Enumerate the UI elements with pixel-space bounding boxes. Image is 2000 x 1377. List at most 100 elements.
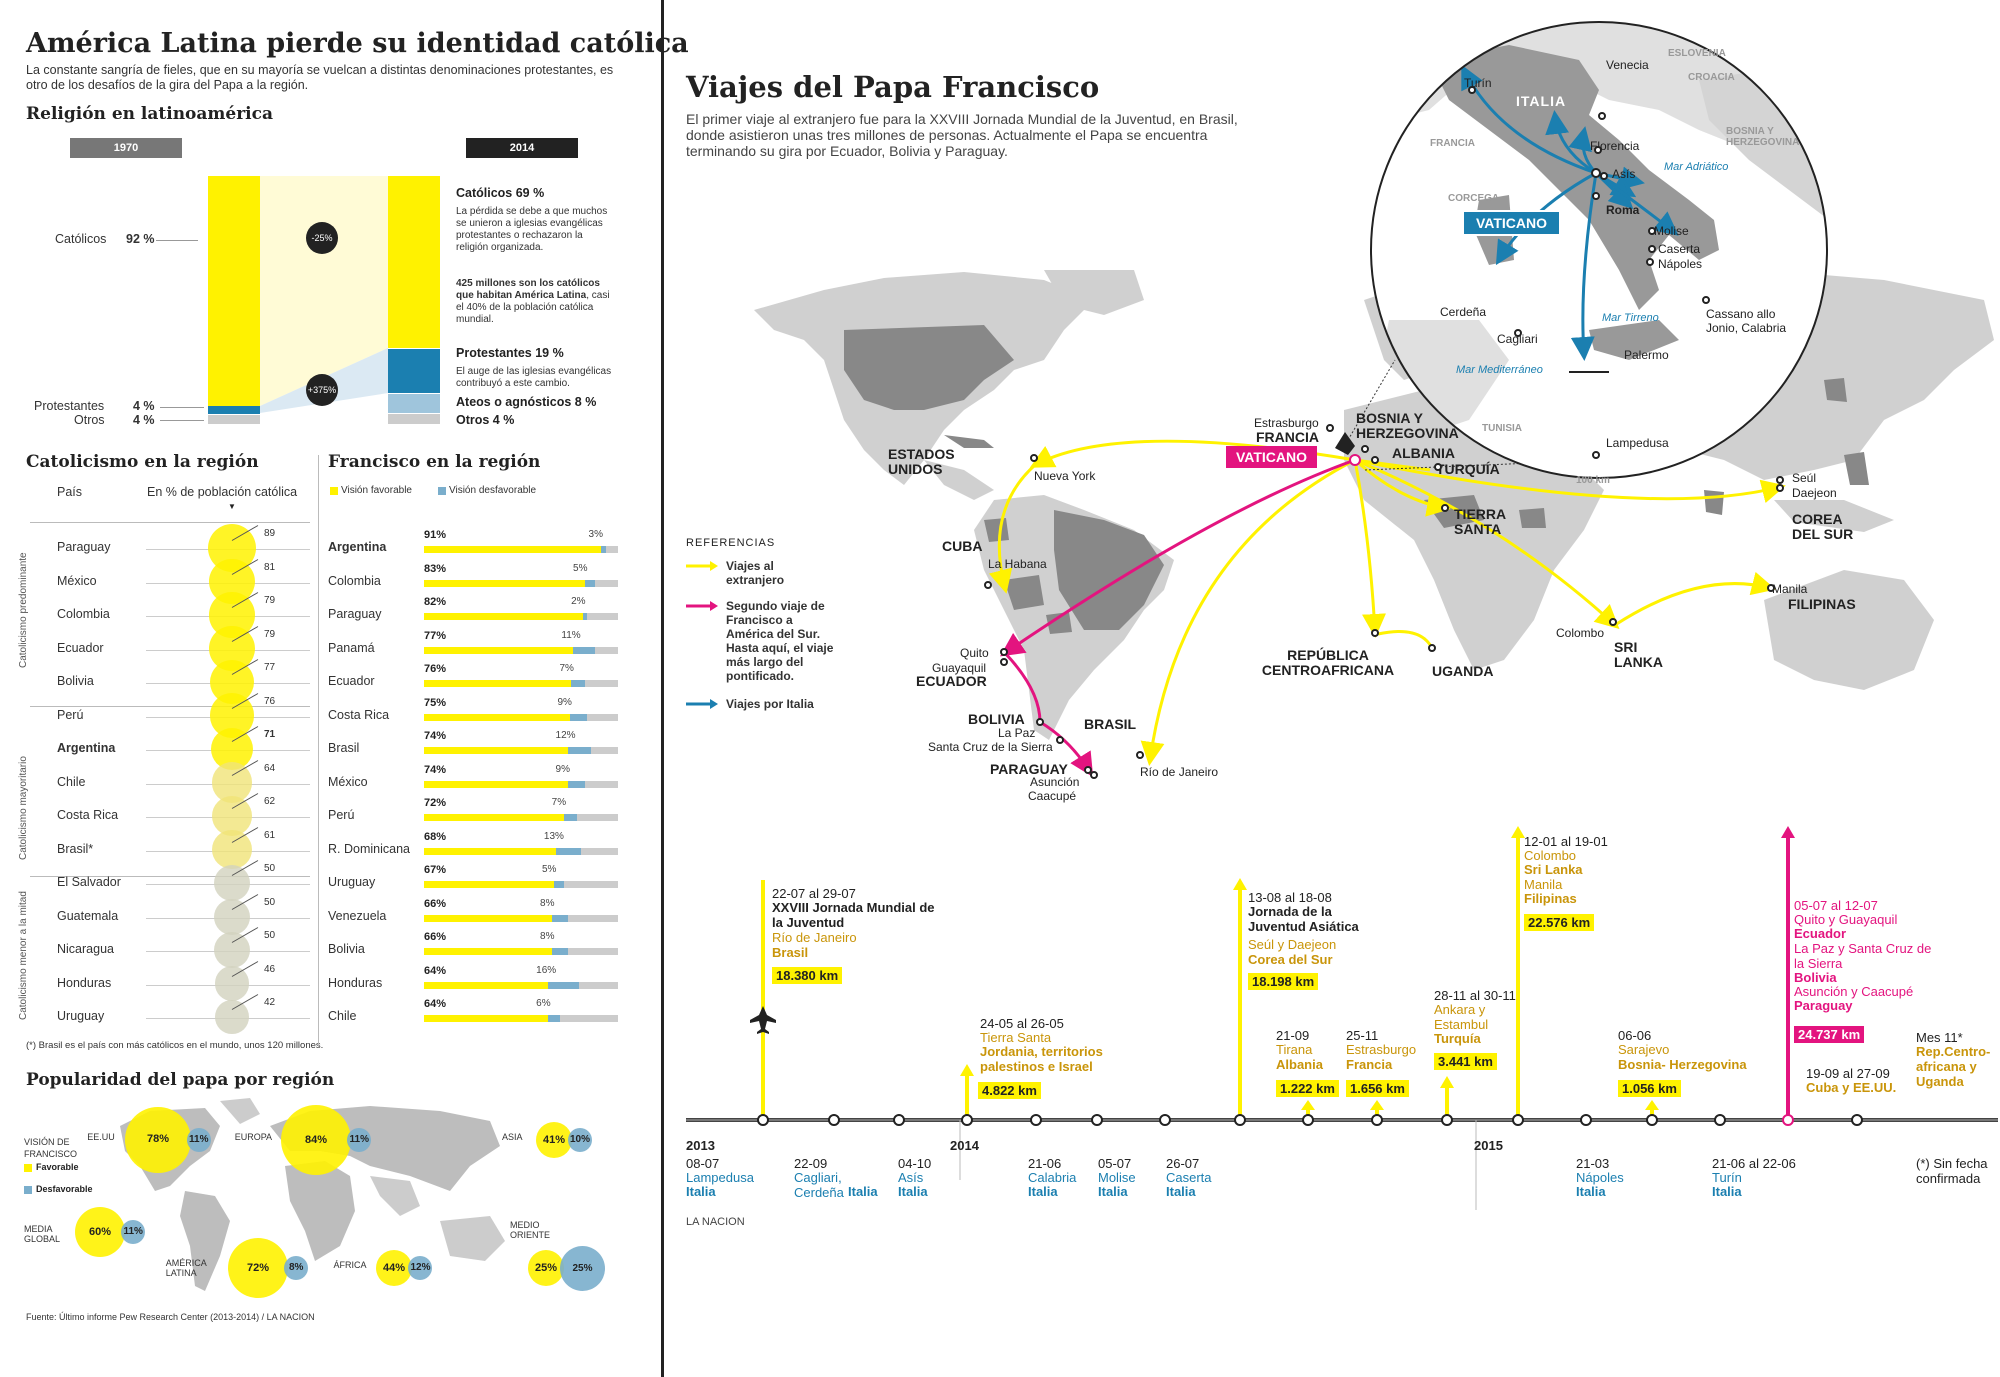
fav-fill [424, 780, 568, 788]
fav-fill [424, 747, 568, 754]
timeline-dot [1302, 1114, 1314, 1126]
fran-country: Venezuela [328, 908, 387, 923]
vaticano-tag: VATICANO [1226, 446, 1318, 468]
timeline-text: Manila [1524, 877, 1563, 892]
map-label: Estrasburgo [1254, 416, 1319, 430]
region-label: MEDIO ORIENTE [510, 1220, 551, 1240]
map-label: La Paz [998, 726, 1036, 740]
prot19-note: El auge de las iglesias evangélicas cont… [456, 366, 612, 389]
fran-country: Panamá [328, 640, 375, 655]
map-dot [1776, 476, 1784, 484]
unf-value: 11% [561, 629, 581, 641]
region-label: ÁFRICA [333, 1260, 367, 1270]
pop-title: Popularidad del papa por región [26, 1070, 335, 1090]
timeline-dot [1371, 1114, 1383, 1126]
fav-value: 66% [424, 931, 447, 943]
italy-dot [1648, 227, 1656, 235]
fran-country: Ecuador [328, 674, 375, 688]
timeline-dot [893, 1114, 905, 1126]
country-name: Ecuador [57, 640, 104, 655]
timeline-text: 22-07 al 29-07 [772, 886, 856, 901]
unf-fill [552, 914, 568, 922]
unf-value: 13% [543, 830, 564, 842]
drop-badge: -25% [306, 222, 338, 254]
unf-value: 5% [541, 864, 557, 875]
km-tag: 4.822 km [978, 1082, 1041, 1099]
col-pais: País [57, 485, 83, 499]
route-rio [1140, 458, 1356, 766]
timeline-text: 22-09 [794, 1156, 828, 1171]
fav-bar [424, 646, 618, 654]
footnote: (*) Brasil es el país con más católicos … [26, 1040, 324, 1051]
map-dot [1441, 504, 1449, 512]
italy-label: Mar Tirreno [1602, 312, 1659, 324]
timeline-text: 26-07 [1166, 1156, 1200, 1171]
timeline-text: Francia [1346, 1057, 1393, 1072]
unf-fill [571, 680, 586, 687]
fav-fill [424, 914, 553, 922]
map-label: Guayaquil [932, 661, 987, 675]
fav-bar [424, 579, 618, 587]
timeline-text: Mes 11* [1916, 1030, 1963, 1045]
km-tag: 1.656 km [1346, 1080, 1409, 1097]
timeline-dot [828, 1114, 840, 1126]
map-label: Quito [960, 646, 989, 660]
unf-bubble: 12% [408, 1256, 433, 1280]
country-value: 77 [264, 662, 276, 673]
timeline-text: Sri Lanka [1524, 862, 1583, 877]
italy-label: Palermo [1624, 348, 1669, 362]
map-dot [1030, 454, 1038, 462]
fav-value: 83% [424, 562, 447, 575]
timeline-text: Asunción y Caacupé [1794, 984, 1914, 999]
map-dot [1000, 658, 1008, 666]
timeline-text: Italia [1166, 1184, 1196, 1199]
map-label: Nueva York [1034, 469, 1096, 483]
italy-label: Cagliari [1497, 332, 1538, 346]
country-value: 50 [264, 930, 276, 941]
unf-value: 12% [555, 730, 576, 741]
timeline-text: Caserta [1166, 1170, 1212, 1185]
unf-value: 9% [557, 696, 572, 708]
fav-value: 64% [424, 998, 447, 1010]
ref3: Viajes por Italia [726, 697, 814, 711]
fav-value: 74% [424, 763, 447, 776]
fran-country: México [328, 774, 368, 789]
country-name: Brasil* [57, 841, 94, 856]
country-value: 89 [264, 528, 276, 539]
fav-value: 72% [424, 797, 447, 809]
map-dot [1371, 456, 1379, 464]
fran-country: Chile [328, 1009, 357, 1023]
map-label: Manila [1772, 582, 1808, 596]
unf-fill [600, 546, 607, 553]
fav-bubble: 78% [125, 1107, 191, 1173]
timeline-text: XXVIII Jornada Mundial de la Juventud [772, 900, 935, 930]
km-tag: 3.441 km [1434, 1053, 1497, 1070]
timeline-text: (*) Sin fecha confirmada [1916, 1156, 1988, 1186]
vaticano-italy-tag: VATICANO [1462, 210, 1562, 236]
year-1970-tag: 1970 [70, 138, 182, 158]
italy-dot [1468, 86, 1476, 94]
unf-fill [567, 747, 591, 754]
map-label: ESTADOS UNIDOS [888, 446, 955, 477]
country-value: 81 [264, 561, 276, 573]
country-value: 50 [264, 896, 276, 908]
country-name: México [57, 573, 97, 588]
fav-value: 74% [424, 730, 447, 742]
fran-country: Costa Rica [328, 707, 390, 722]
timeline-text: 21-03 [1576, 1156, 1610, 1171]
timeline-dot [1580, 1114, 1592, 1126]
timeline-dot [961, 1114, 973, 1126]
map-dot [1084, 766, 1092, 774]
fran-country: Argentina [328, 540, 387, 554]
unf-value: 3% [588, 529, 603, 540]
unf-bubble: 11% [121, 1220, 146, 1244]
km-tag: 18.198 km [1248, 973, 1319, 990]
label-catolicos: Católicos [55, 232, 107, 246]
timeline-text: Italia [686, 1184, 716, 1199]
km-tag: 1.056 km [1618, 1080, 1681, 1097]
timeline-text: Albania [1276, 1057, 1323, 1072]
map-label: BOSNIA Y HERZEGOVINA [1356, 410, 1459, 441]
map-dot [1000, 648, 1008, 656]
value-bubble [214, 865, 250, 901]
timeline-text: Italia [1098, 1184, 1128, 1199]
